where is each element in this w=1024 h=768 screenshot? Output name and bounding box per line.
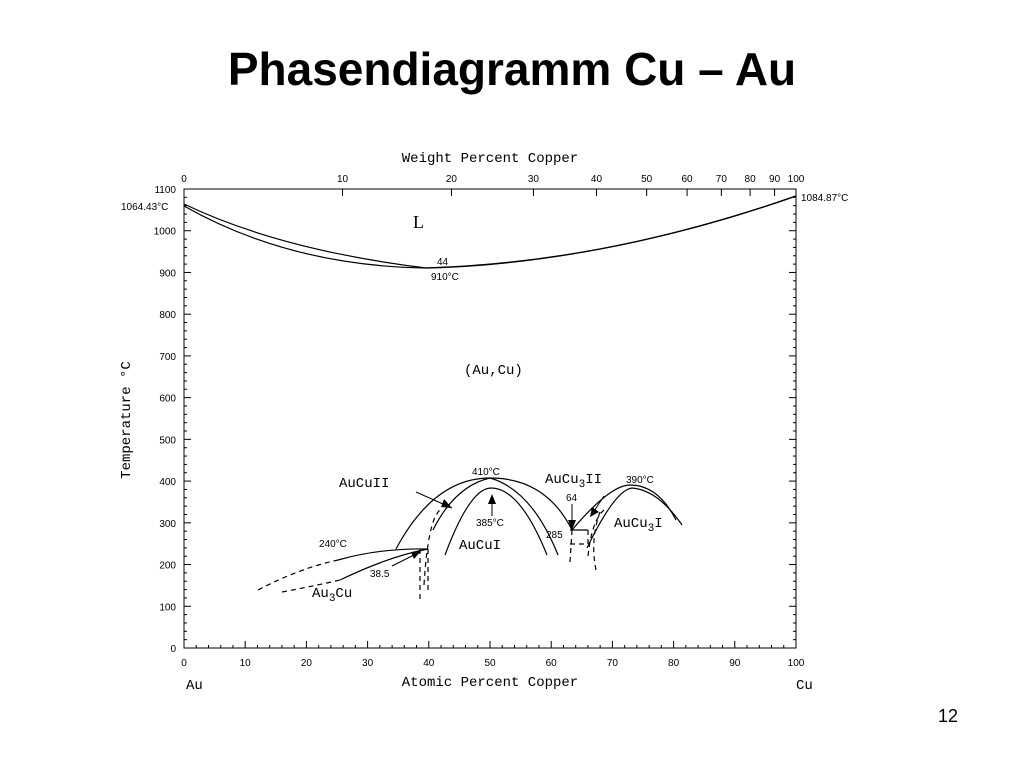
label-aucu-ii: AuCuII bbox=[339, 476, 389, 492]
label-min-comp: 44 bbox=[437, 257, 449, 268]
axis-ticks bbox=[183, 188, 797, 649]
au3cu-dash-upper bbox=[257, 559, 339, 591]
x-tick-label: 10 bbox=[240, 658, 252, 669]
y-tick-label: 600 bbox=[159, 394, 176, 405]
y-tick-label: 800 bbox=[159, 310, 176, 321]
left-tick-labels: 0 100 200 300 400 500 600 700 800 900 1000 1100 bbox=[154, 185, 177, 655]
plot-frame bbox=[183, 188, 797, 649]
y-tick-label: 1000 bbox=[154, 227, 177, 238]
label-solid-solution: (Au,Cu) bbox=[464, 363, 523, 379]
x-tick-label: 70 bbox=[607, 658, 619, 669]
label-385: 385°C bbox=[476, 518, 504, 529]
label-au-melting: 1064.43°C bbox=[121, 202, 168, 213]
arrow-385-head bbox=[488, 494, 496, 504]
page-number: 12 bbox=[938, 706, 959, 726]
label-aucu-i: AuCuI bbox=[459, 538, 501, 554]
label-390: 390°C bbox=[626, 475, 654, 486]
label-aucu3-i: AuCu3I bbox=[614, 516, 663, 535]
aucu-i-dash-left bbox=[423, 509, 441, 586]
x-tick-label: 20 bbox=[301, 658, 313, 669]
arrow-aucu3-i-head bbox=[590, 507, 599, 517]
label-240: 240°C bbox=[319, 539, 347, 550]
label-cu-melting: 1084.87°C bbox=[801, 193, 848, 204]
top-tick-label: 30 bbox=[528, 174, 540, 185]
aucu-ii-inner-left bbox=[432, 477, 491, 531]
x-tick-label: 100 bbox=[788, 658, 805, 669]
label-410: 410°C bbox=[472, 467, 500, 478]
au3cu-curve-upper bbox=[337, 548, 429, 561]
label-38-5: 38.5 bbox=[370, 569, 390, 580]
top-tick-labels: 0 10 20 30 40 50 60 70 80 90 100 bbox=[181, 174, 805, 185]
slide-title: Phasendiagramm Cu – Au bbox=[227, 43, 797, 95]
label-min-temp: 910°C bbox=[431, 272, 459, 283]
label-liquid: L bbox=[413, 212, 424, 232]
top-tick-label: 10 bbox=[337, 174, 349, 185]
au3cu-dash-lower bbox=[281, 579, 341, 593]
x-tick-label: 90 bbox=[729, 658, 741, 669]
top-axis-title: Weight Percent Copper bbox=[402, 151, 578, 167]
top-tick-label: 100 bbox=[788, 174, 805, 185]
label-64: 64 bbox=[566, 493, 578, 504]
solidus-curve bbox=[183, 195, 797, 269]
aucu-i-dome bbox=[444, 487, 548, 556]
y-tick-label: 700 bbox=[159, 352, 176, 363]
arrow-385-comp-head bbox=[411, 551, 421, 559]
element-au: Au bbox=[186, 678, 203, 694]
y-tick-label: 1100 bbox=[154, 185, 176, 196]
x-tick-label: 0 bbox=[181, 658, 187, 669]
aucu-ii-inner-right bbox=[489, 477, 559, 556]
top-tick-label: 80 bbox=[745, 174, 757, 185]
top-tick-label: 20 bbox=[446, 174, 458, 185]
arrow-64-head bbox=[568, 520, 576, 530]
label-au3cu: Au3Cu bbox=[312, 586, 352, 605]
aucu3-inner-curve bbox=[586, 487, 683, 549]
bottom-axis-title: Atomic Percent Copper bbox=[402, 675, 578, 691]
y-axis-title: Temperature °C bbox=[119, 361, 135, 479]
eutectoid-box bbox=[570, 530, 589, 545]
x-tick-label: 60 bbox=[546, 658, 558, 669]
label-285: 285 bbox=[546, 530, 563, 541]
top-tick-label: 60 bbox=[682, 174, 694, 185]
x-tick-label: 50 bbox=[484, 658, 496, 669]
y-tick-label: 200 bbox=[159, 561, 176, 572]
x-tick-label: 40 bbox=[423, 658, 435, 669]
y-tick-label: 0 bbox=[170, 644, 176, 655]
element-cu: Cu bbox=[796, 678, 813, 694]
y-tick-label: 300 bbox=[159, 519, 176, 530]
liquidus-curve bbox=[183, 195, 797, 269]
arrow-aucu-ii-head bbox=[441, 499, 452, 508]
aucu3-dash-right bbox=[593, 511, 601, 571]
aucu3-dash-left bbox=[569, 529, 573, 563]
top-tick-label: 50 bbox=[641, 174, 653, 185]
y-tick-label: 100 bbox=[159, 602, 176, 613]
top-tick-label: 70 bbox=[716, 174, 728, 185]
x-tick-label: 30 bbox=[362, 658, 374, 669]
top-tick-label: 0 bbox=[181, 174, 187, 185]
top-tick-label: 90 bbox=[769, 174, 781, 185]
y-tick-label: 900 bbox=[159, 268, 176, 279]
y-tick-label: 500 bbox=[159, 435, 176, 446]
aucu3-dash-mid bbox=[587, 509, 605, 557]
y-tick-label: 400 bbox=[159, 477, 176, 488]
bottom-tick-labels: 0 10 20 30 40 50 60 70 80 90 100 bbox=[181, 658, 805, 669]
x-tick-label: 80 bbox=[668, 658, 680, 669]
label-aucu3-ii: AuCu3II bbox=[545, 472, 602, 491]
aucu3-dome bbox=[571, 484, 677, 531]
top-tick-label: 40 bbox=[591, 174, 603, 185]
